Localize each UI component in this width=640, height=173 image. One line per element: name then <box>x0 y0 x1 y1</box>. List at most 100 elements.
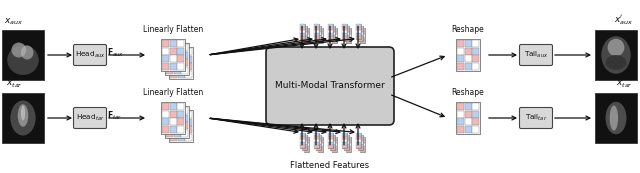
Bar <box>300 24 305 26</box>
Bar <box>330 143 335 147</box>
Bar <box>181 107 188 114</box>
Bar <box>181 52 188 59</box>
Bar <box>328 33 333 35</box>
Bar <box>358 143 362 147</box>
Ellipse shape <box>605 55 627 70</box>
Bar <box>332 28 337 43</box>
Bar <box>332 28 337 30</box>
Text: Linearly Flatten: Linearly Flatten <box>143 88 203 97</box>
Bar <box>300 142 305 144</box>
Bar <box>185 134 192 141</box>
Bar <box>328 142 333 144</box>
Bar <box>314 35 319 39</box>
Bar <box>328 139 333 142</box>
Bar <box>181 122 188 129</box>
Bar <box>170 71 177 78</box>
Bar <box>465 55 472 62</box>
Bar <box>346 28 351 30</box>
Ellipse shape <box>21 45 33 60</box>
Bar <box>181 115 188 122</box>
Bar <box>303 28 308 43</box>
Bar <box>300 30 305 33</box>
Bar <box>316 147 321 149</box>
Bar <box>181 130 188 137</box>
Bar <box>162 103 169 110</box>
Bar <box>342 30 346 33</box>
FancyBboxPatch shape <box>74 107 106 129</box>
Bar <box>358 25 362 40</box>
Bar <box>360 37 365 39</box>
Bar <box>457 126 464 133</box>
Bar <box>330 38 335 40</box>
Text: Head$_{aux}$: Head$_{aux}$ <box>75 50 105 60</box>
Bar <box>344 134 349 149</box>
Bar <box>173 122 180 129</box>
Bar <box>595 30 637 80</box>
Bar <box>316 29 321 31</box>
Bar <box>457 55 464 62</box>
Bar <box>173 59 180 66</box>
Bar <box>472 63 479 70</box>
Bar <box>472 118 479 125</box>
Bar <box>162 111 169 118</box>
Bar <box>316 143 321 147</box>
Bar <box>328 133 333 148</box>
Bar <box>360 136 365 139</box>
Bar <box>162 55 169 62</box>
Bar <box>177 126 184 133</box>
Bar <box>332 145 337 148</box>
Bar <box>303 28 308 30</box>
Bar <box>316 138 321 140</box>
Bar <box>185 126 192 133</box>
Bar <box>355 135 360 139</box>
Bar <box>170 111 177 118</box>
Bar <box>301 34 307 38</box>
Bar <box>177 40 184 47</box>
Bar <box>317 148 323 152</box>
Bar <box>303 39 308 43</box>
Bar <box>314 135 319 139</box>
Text: $x_{aux}$: $x_{aux}$ <box>4 16 24 27</box>
Bar <box>177 48 184 55</box>
Ellipse shape <box>21 106 25 121</box>
Bar <box>595 93 637 143</box>
Bar <box>342 26 346 30</box>
Bar <box>314 33 319 35</box>
Text: Reshape: Reshape <box>452 88 484 97</box>
Bar <box>346 139 351 143</box>
Bar <box>330 31 335 34</box>
Bar <box>166 44 173 51</box>
Bar <box>301 147 307 149</box>
Bar <box>358 134 362 138</box>
Bar <box>165 43 189 75</box>
Bar <box>173 52 180 59</box>
Bar <box>346 37 351 39</box>
Bar <box>301 140 307 143</box>
Bar <box>314 26 319 30</box>
Bar <box>330 134 335 149</box>
Bar <box>181 44 188 51</box>
Bar <box>317 143 323 145</box>
Bar <box>346 148 351 152</box>
Bar <box>314 133 319 148</box>
Bar <box>328 133 333 135</box>
Text: Tail$_{aux}$: Tail$_{aux}$ <box>524 50 548 60</box>
Bar <box>344 140 349 143</box>
Bar <box>344 25 349 29</box>
Bar <box>316 134 321 149</box>
Bar <box>360 148 365 152</box>
Bar <box>301 134 307 138</box>
Bar <box>342 33 346 35</box>
Bar <box>161 39 185 71</box>
Bar <box>346 39 351 43</box>
Bar <box>300 26 305 30</box>
Ellipse shape <box>10 101 36 135</box>
Bar <box>330 29 335 31</box>
Bar <box>342 144 346 148</box>
Bar <box>355 24 360 26</box>
Bar <box>355 142 360 144</box>
Text: Reshape: Reshape <box>452 25 484 34</box>
Bar <box>170 119 177 126</box>
Bar <box>177 111 184 118</box>
Bar <box>300 133 305 148</box>
